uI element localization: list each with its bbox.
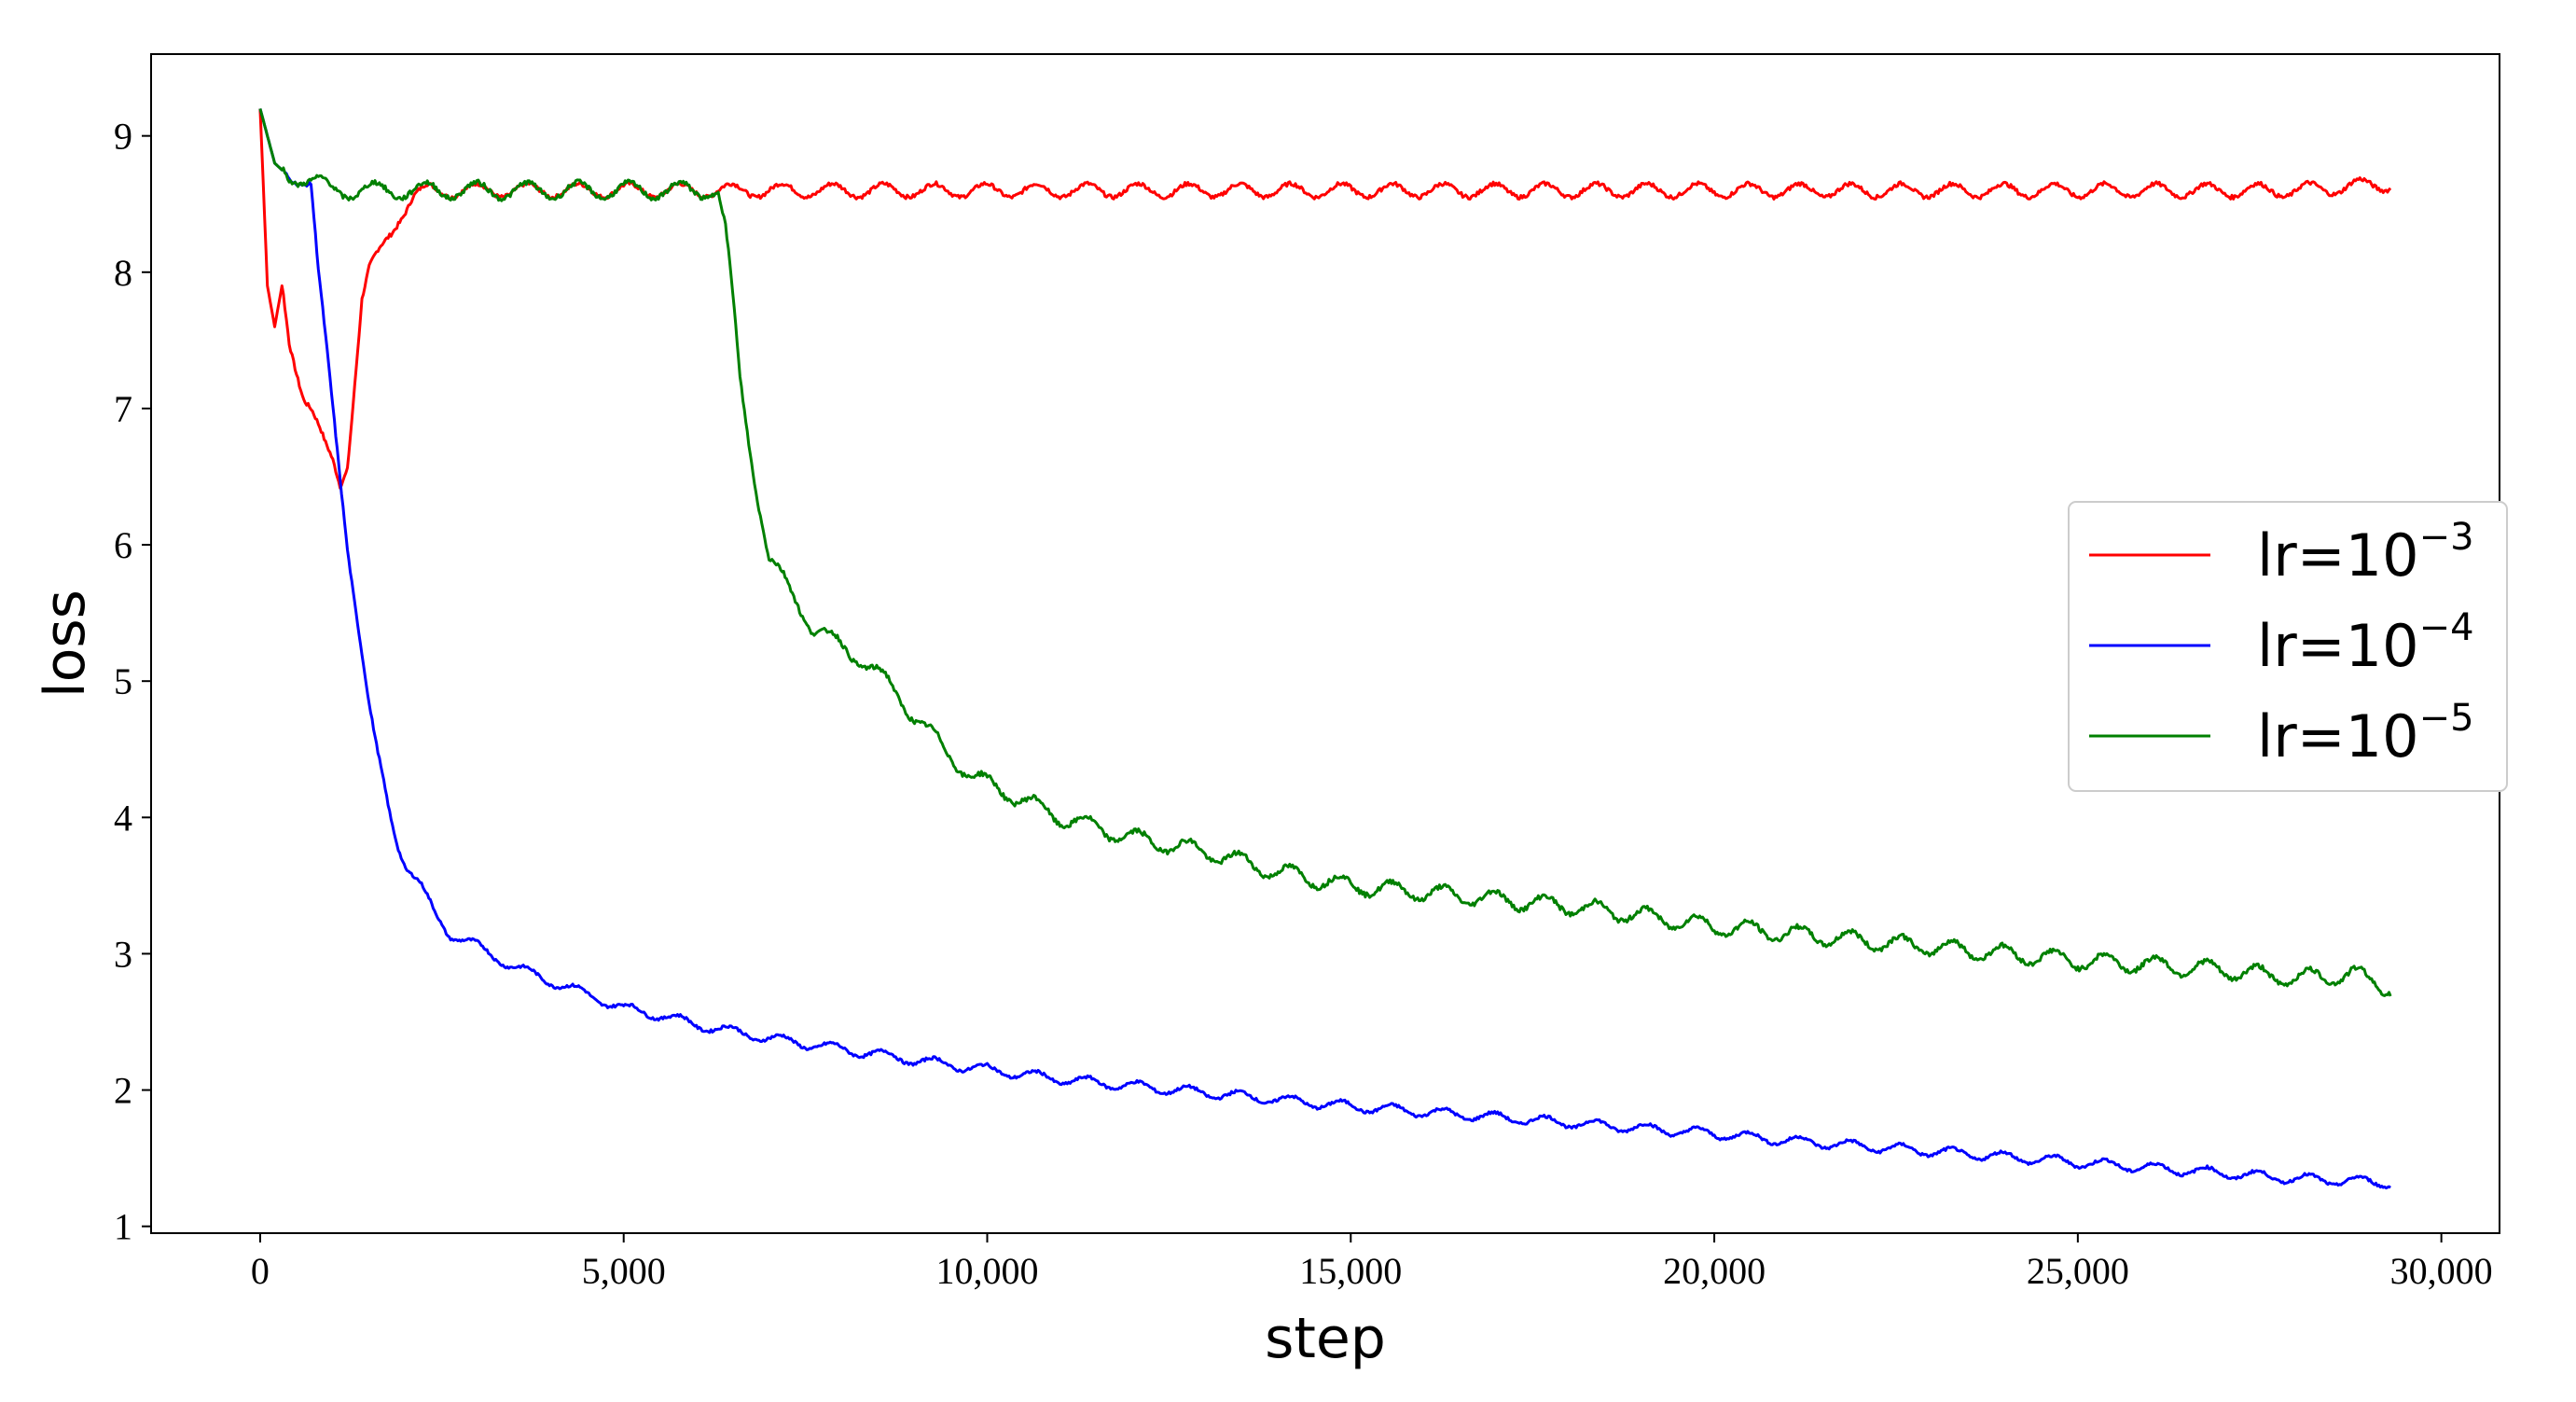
legend-label: lr=10−3	[2257, 516, 2474, 590]
legend-label: lr=10−4	[2257, 606, 2474, 680]
x-tick-label: 5,000	[582, 1250, 666, 1292]
x-tick-label: 30,000	[2390, 1250, 2493, 1292]
legend-box	[2068, 501, 2508, 792]
series-layer	[258, 108, 2392, 1190]
x-tick-label: 20,000	[1663, 1250, 1766, 1292]
y-tick-label: 7	[114, 388, 132, 430]
y-tick-label: 5	[114, 660, 132, 702]
legend-label: lr=10−5	[2257, 697, 2474, 770]
y-tick-label: 2	[114, 1070, 132, 1112]
y-tick-label: 1	[114, 1206, 132, 1248]
legend: lr=10−3 lr=10−4 lr=10−5	[2068, 501, 2508, 792]
y-tick-label: 8	[114, 252, 132, 294]
y-tick-label: 4	[114, 797, 132, 839]
series-line-2	[258, 108, 2391, 1190]
x-tick-label: 15,000	[1299, 1250, 1402, 1292]
x-tick-label: 25,000	[2027, 1250, 2129, 1292]
x-axis-label: step	[1265, 1306, 1386, 1371]
x-tick-label: 10,000	[936, 1250, 1039, 1292]
series-line-3	[258, 108, 2392, 997]
y-axis-label: loss	[33, 590, 98, 698]
y-tick-label: 9	[114, 116, 132, 158]
y-tick-label: 6	[114, 524, 132, 566]
x-tick-label: 0	[251, 1250, 270, 1292]
ticks-layer: 0 5,000 10,000 15,000 20,000 25,000 30,000 1 2 3 4…	[114, 116, 2493, 1292]
y-tick-label: 3	[114, 933, 132, 975]
